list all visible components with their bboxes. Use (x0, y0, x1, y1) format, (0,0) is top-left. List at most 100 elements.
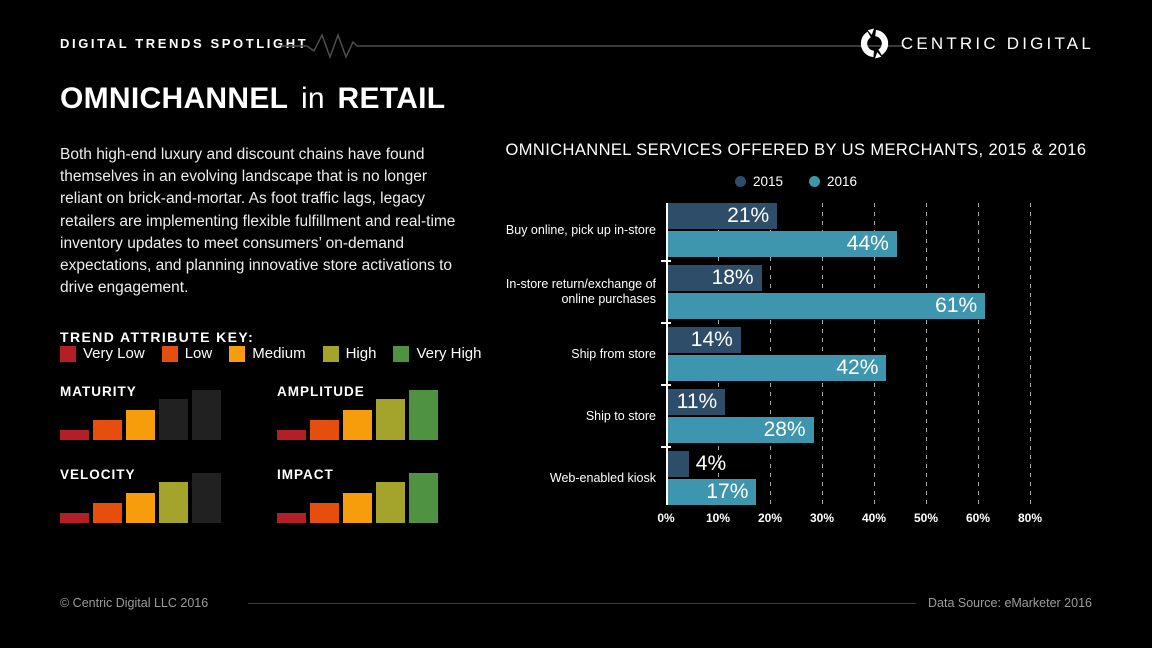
brand-name: CENTRIC DIGITAL (900, 33, 1094, 53)
mini-chart-bar (343, 410, 372, 440)
axis-tick (661, 384, 671, 386)
intro-paragraph: Both high-end luxury and discount chains… (60, 146, 456, 297)
chart-row: In-store return/exchange of online purch… (506, 265, 1092, 319)
mini-chart-bar (310, 420, 339, 440)
mini-chart-label: MATURITY (60, 384, 137, 399)
y-axis-line (666, 203, 668, 505)
page-title: OMNICHANNEL in RETAIL (60, 82, 445, 116)
mini-chart-bar (159, 399, 188, 440)
mini-chart-bar (310, 503, 339, 523)
mini-chart-label: VELOCITY (60, 467, 136, 482)
trend-key-swatch-icon (229, 345, 246, 362)
axis-tick (661, 260, 671, 262)
bar-2015: 21% (668, 203, 778, 229)
axis-tick (661, 322, 671, 324)
footer-divider (248, 602, 917, 604)
bar-value-label: 18% (711, 266, 754, 289)
centric-digital-logo-icon (860, 28, 889, 59)
brand-logo: CENTRIC DIGITAL (859, 28, 1094, 59)
mini-chart-bars (60, 473, 222, 523)
copyright-text: © Centric Digital LLC 2016 (60, 596, 209, 610)
mini-charts: MATURITY AMPLITUDE VELOCITY IMPACT (60, 384, 439, 523)
legend-label: 2015 (752, 174, 783, 189)
trend-key-swatch-icon (60, 345, 76, 362)
gridline (874, 203, 875, 505)
trend-key-swatch-icon (161, 345, 178, 362)
mini-chart-bar (126, 410, 155, 440)
legend-label: 2016 (827, 174, 858, 189)
mini-chart-bar (409, 390, 438, 440)
data-source-text: Data Source: eMarketer 2016 (928, 596, 1092, 610)
title-part-2: in (300, 82, 325, 115)
bar-2016: 44% (668, 231, 897, 257)
trend-key-item: Low (161, 345, 213, 362)
bar-value-label: 44% (846, 232, 889, 255)
gridline (978, 203, 979, 505)
bar-value-label: 17% (706, 480, 749, 503)
mini-chart-bar (192, 473, 221, 523)
trend-key-item: Very High (393, 345, 482, 362)
mini-chart-bars (277, 473, 439, 523)
gridline (718, 203, 719, 505)
chart-row: Ship to store 11% 28% (586, 389, 1092, 443)
mini-chart-bar (376, 399, 405, 440)
x-tick-label: 30% (809, 511, 835, 525)
eyebrow-title: DIGITAL TRENDS SPOTLIGHT (60, 36, 309, 51)
trend-key-item: Very Low (60, 345, 145, 362)
pulse-line-icon (281, 32, 905, 60)
bar-2015: 11% (668, 389, 726, 415)
mini-chart-bars (60, 390, 222, 440)
bar-value-label: 11% (676, 390, 718, 413)
mini-chart-bar (93, 503, 122, 523)
mini-chart-label: AMPLITUDE (277, 384, 365, 399)
chart-row: Buy online, pick up in-store 21% 44% (506, 203, 1092, 257)
chart-title: OMNICHANNEL SERVICES OFFERED BY US MERCH… (505, 141, 1087, 159)
bar-value-label: 4% (695, 452, 727, 475)
mini-chart-bar (376, 482, 405, 523)
x-tick-label: 10% (705, 511, 731, 525)
x-tick-label: 80% (1017, 511, 1043, 525)
mini-chart: VELOCITY (60, 467, 222, 523)
category-label: In-store return/exchange of online purch… (505, 277, 656, 306)
trend-key-item-label: Very High (416, 345, 482, 362)
gridline (926, 203, 927, 505)
bar-2016: 61% (668, 293, 986, 319)
bar-2015: 14% (668, 327, 741, 353)
mini-chart-bar (409, 473, 438, 523)
mini-chart-bars (277, 390, 439, 440)
gridline (822, 203, 823, 505)
bar-2015: 4% (668, 451, 726, 477)
bar-value-label: 61% (935, 294, 978, 317)
mini-chart-bar (60, 513, 89, 523)
trend-key-item: Medium (229, 345, 306, 362)
chart-row: Ship from store 14% 42% (571, 327, 1092, 381)
mini-chart-bar (93, 420, 122, 440)
chart-section: OMNICHANNEL SERVICES OFFERED BY US MERCH… (500, 0, 1092, 648)
x-tick-label: 40% (861, 511, 887, 525)
mini-chart: AMPLITUDE (277, 384, 439, 440)
mini-chart-bar (126, 493, 155, 523)
category-label: Ship from store (571, 346, 656, 361)
mini-chart-bar (343, 493, 372, 523)
chart-legend: 2015 2016 (500, 174, 1092, 189)
trend-key-swatch-icon (322, 345, 339, 362)
trend-key-item-label: High (345, 345, 377, 362)
mini-chart-label: IMPACT (277, 467, 334, 482)
gridline (1030, 203, 1031, 505)
chart-legend-item: 2016 (809, 174, 857, 189)
legend-dot-icon (734, 176, 746, 187)
mini-chart-bar (159, 482, 188, 523)
x-tick-label: 20% (757, 511, 783, 525)
trend-key-item-label: Low (184, 345, 213, 362)
x-tick-label: 50% (913, 511, 939, 525)
chart-legend-item: 2015 (734, 174, 783, 189)
category-label: Web-enabled kiosk (549, 470, 656, 485)
x-tick-label: 60% (965, 511, 991, 525)
title-part-3: RETAIL (337, 82, 446, 115)
bar-2015: 18% (668, 265, 762, 291)
mini-chart-bar (277, 430, 306, 440)
gridline (770, 203, 771, 505)
mini-chart: MATURITY (60, 384, 222, 440)
bar-2016: 17% (668, 479, 757, 505)
